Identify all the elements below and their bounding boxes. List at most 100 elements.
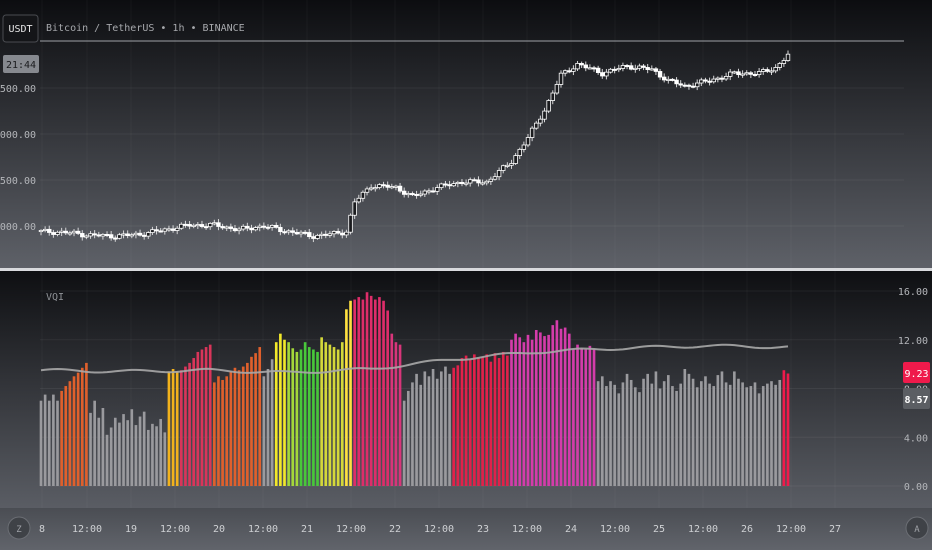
indicator-name[interactable]: VQI <box>46 292 64 303</box>
vqi-bar <box>654 371 658 486</box>
vqi-bar <box>539 332 542 486</box>
candle-body <box>579 63 584 66</box>
vqi-bar <box>229 371 233 486</box>
vqi-bar <box>431 369 435 486</box>
vqi-bar <box>617 393 621 486</box>
vqi-bar <box>332 347 336 486</box>
candle-body <box>88 233 93 237</box>
vqi-bar <box>745 387 749 486</box>
candle-body <box>463 182 469 185</box>
candle-body <box>389 186 395 189</box>
candle-body <box>595 67 601 73</box>
vqi-bar <box>658 388 662 486</box>
vqi-bar <box>741 382 744 486</box>
pane-separator[interactable] <box>0 268 932 271</box>
vqi-bar <box>609 381 612 486</box>
vqi-bar <box>241 366 245 486</box>
vqi-bar <box>448 373 451 486</box>
vqi-bar <box>208 344 212 486</box>
candle-body <box>571 68 576 72</box>
currency-badge-box[interactable] <box>2 14 39 43</box>
currency-badge[interactable]: USDT <box>8 24 32 35</box>
candle-body <box>47 228 52 233</box>
vqi-bar <box>440 371 443 486</box>
candle-body <box>377 184 382 188</box>
vqi-bar <box>464 355 468 486</box>
time-axis-label: 12:00 <box>512 524 542 535</box>
vqi-moving-average-line <box>40 343 789 374</box>
candle-body <box>439 183 444 189</box>
candle-body <box>63 230 68 234</box>
vqi-bar <box>299 349 303 486</box>
candle-body <box>174 227 180 231</box>
vqi-bar <box>303 342 307 486</box>
vqi-bar <box>555 320 559 486</box>
vqi-bar <box>130 409 134 486</box>
vqi-bar <box>485 354 489 486</box>
vqi-bar <box>782 370 786 486</box>
vqi-bar <box>361 299 365 486</box>
candle-body <box>690 85 696 88</box>
vqi-bar <box>596 381 600 486</box>
vqi-bar <box>72 376 76 486</box>
vqi-bar <box>534 330 538 486</box>
candle-body <box>212 222 217 225</box>
vqi-bar <box>621 382 625 486</box>
vqi-bar <box>720 371 724 486</box>
price-axis[interactable]: 85,000.00 87,500.00 90,000.00 92,500.00 <box>0 84 36 233</box>
candle-body <box>397 185 403 192</box>
candle-body <box>674 79 679 85</box>
candle-body <box>732 71 737 74</box>
vqi-bar <box>724 382 728 486</box>
vqi-bar <box>365 292 369 486</box>
candle-body <box>249 227 254 231</box>
vqi-bar <box>97 417 101 486</box>
time-axis-label: 21 <box>301 524 313 535</box>
vqi-bar <box>662 381 666 486</box>
candle-body <box>542 110 547 120</box>
vqi-bar <box>567 333 571 486</box>
vqi-bar <box>378 297 381 486</box>
vqi-bar <box>80 367 84 486</box>
scroll-left-button[interactable] <box>7 516 31 540</box>
vqi-bar <box>237 370 241 486</box>
candle-body <box>682 84 688 87</box>
vqi-bar <box>105 434 109 486</box>
scroll-right-button[interactable] <box>905 516 929 540</box>
candle-body <box>455 181 461 185</box>
candle-body <box>558 72 564 85</box>
time-axis[interactable]: 8 12:00 19 12:00 20 12:00 21 12:00 22 12:00 23 12:0… <box>39 524 841 535</box>
candle-body <box>546 100 551 112</box>
vqi-bar <box>204 347 208 486</box>
candle-body <box>468 179 473 184</box>
candle-body <box>96 234 101 237</box>
candle-body <box>686 84 692 87</box>
candle-body <box>286 230 291 233</box>
countdown-badge: 21:44 <box>6 60 36 71</box>
candle-body <box>525 137 531 146</box>
vqi-bar <box>386 310 389 486</box>
vqi-bar <box>481 356 484 486</box>
candle-body <box>406 193 411 196</box>
vqi-bar <box>650 383 654 486</box>
candle-body <box>472 179 477 182</box>
candle-body <box>719 77 725 80</box>
time-axis-label: 12:00 <box>688 524 718 535</box>
vqi-axis-label: 4.00 <box>904 433 928 444</box>
vqi-bar <box>402 400 406 486</box>
vqi-bar <box>262 376 266 486</box>
candle-body <box>59 230 64 233</box>
candle-body <box>418 193 423 196</box>
candle-body <box>707 80 712 83</box>
candle-body <box>459 181 465 185</box>
countdown-badge-box <box>3 55 39 73</box>
candle-body <box>84 235 89 238</box>
candle-body <box>294 232 300 235</box>
candle-body <box>513 155 518 164</box>
candle-body <box>517 148 522 157</box>
candle-body <box>129 234 134 237</box>
candle-body <box>75 230 81 234</box>
candle-body <box>121 233 126 236</box>
vqi-bar <box>757 393 761 486</box>
